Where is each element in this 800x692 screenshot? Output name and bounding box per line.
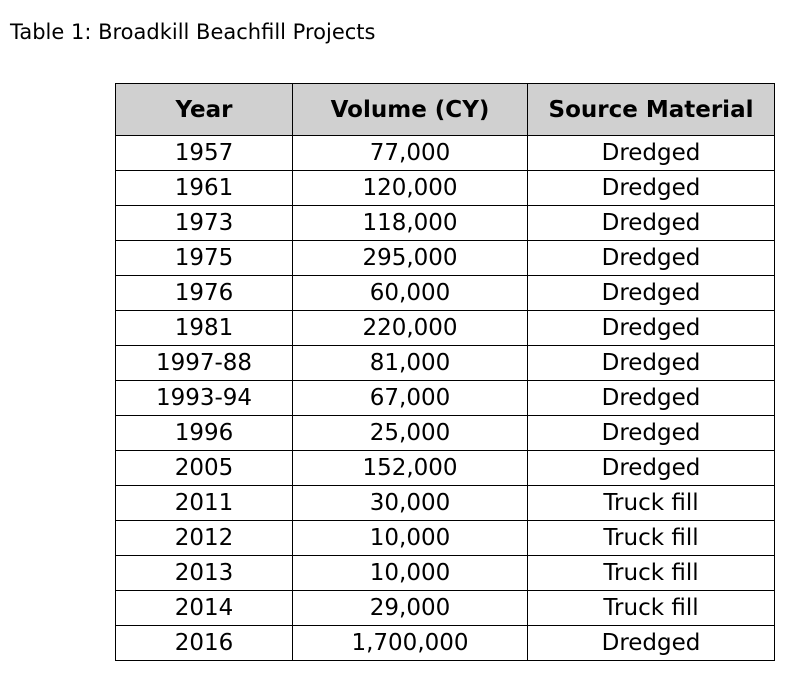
cell-year: 2005: [115, 450, 293, 486]
cell-year: 1973: [115, 205, 293, 241]
cell-year: 2014: [115, 590, 293, 626]
cell-year: 1981: [115, 310, 293, 346]
table-row: 2011 30,000 Truck fill: [115, 485, 775, 521]
cell-volume: 29,000: [292, 590, 528, 626]
table-row: 1981 220,000 Dredged: [115, 310, 775, 346]
table-caption: Table 1: Broadkill Beachfill Projects: [10, 20, 376, 44]
cell-source-material: Dredged: [527, 205, 775, 241]
cell-year: 1957: [115, 135, 293, 171]
table-row: 1973 118,000 Dredged: [115, 205, 775, 241]
cell-volume: 60,000: [292, 275, 528, 311]
table-row: 1993-94 67,000 Dredged: [115, 380, 775, 416]
cell-volume: 25,000: [292, 415, 528, 451]
cell-source-material: Dredged: [527, 625, 775, 661]
cell-year: 2012: [115, 520, 293, 556]
cell-year: 1975: [115, 240, 293, 276]
cell-source-material: Dredged: [527, 380, 775, 416]
header-row: Year Volume (CY) Source Material: [115, 83, 775, 136]
table-row: 1961 120,000 Dredged: [115, 170, 775, 206]
cell-source-material: Truck fill: [527, 555, 775, 591]
table-body: 1957 77,000 Dredged 1961 120,000 Dredged…: [115, 135, 775, 661]
cell-source-material: Dredged: [527, 135, 775, 171]
cell-volume: 295,000: [292, 240, 528, 276]
cell-source-material: Dredged: [527, 310, 775, 346]
column-header-year: Year: [115, 83, 293, 136]
cell-source-material: Truck fill: [527, 485, 775, 521]
table-row: 2014 29,000 Truck fill: [115, 590, 775, 626]
cell-year: 1996: [115, 415, 293, 451]
cell-volume: 10,000: [292, 555, 528, 591]
cell-volume: 1,700,000: [292, 625, 528, 661]
beachfill-table: Year Volume (CY) Source Material 1957 77…: [115, 83, 775, 661]
cell-year: 2013: [115, 555, 293, 591]
cell-volume: 81,000: [292, 345, 528, 381]
cell-volume: 152,000: [292, 450, 528, 486]
cell-source-material: Dredged: [527, 170, 775, 206]
cell-source-material: Truck fill: [527, 590, 775, 626]
cell-source-material: Dredged: [527, 240, 775, 276]
table-row: 2012 10,000 Truck fill: [115, 520, 775, 556]
cell-volume: 77,000: [292, 135, 528, 171]
table-row: 2013 10,000 Truck fill: [115, 555, 775, 591]
cell-source-material: Dredged: [527, 415, 775, 451]
table-row: 1976 60,000 Dredged: [115, 275, 775, 311]
cell-year: 1961: [115, 170, 293, 206]
table-row: 1975 295,000 Dredged: [115, 240, 775, 276]
column-header-source-material: Source Material: [527, 83, 775, 136]
cell-source-material: Dredged: [527, 345, 775, 381]
cell-year: 1997-88: [115, 345, 293, 381]
table-row: 1996 25,000 Dredged: [115, 415, 775, 451]
table-row: 2016 1,700,000 Dredged: [115, 625, 775, 661]
cell-volume: 120,000: [292, 170, 528, 206]
table-row: 2005 152,000 Dredged: [115, 450, 775, 486]
cell-year: 1976: [115, 275, 293, 311]
table-header: Year Volume (CY) Source Material: [115, 83, 775, 136]
cell-volume: 220,000: [292, 310, 528, 346]
cell-source-material: Dredged: [527, 450, 775, 486]
cell-volume: 118,000: [292, 205, 528, 241]
column-header-volume: Volume (CY): [292, 83, 528, 136]
table-row: 1957 77,000 Dredged: [115, 135, 775, 171]
cell-source-material: Dredged: [527, 275, 775, 311]
cell-year: 2011: [115, 485, 293, 521]
cell-year: 1993-94: [115, 380, 293, 416]
table-row: 1997-88 81,000 Dredged: [115, 345, 775, 381]
cell-volume: 67,000: [292, 380, 528, 416]
cell-volume: 10,000: [292, 520, 528, 556]
cell-source-material: Truck fill: [527, 520, 775, 556]
cell-volume: 30,000: [292, 485, 528, 521]
cell-year: 2016: [115, 625, 293, 661]
